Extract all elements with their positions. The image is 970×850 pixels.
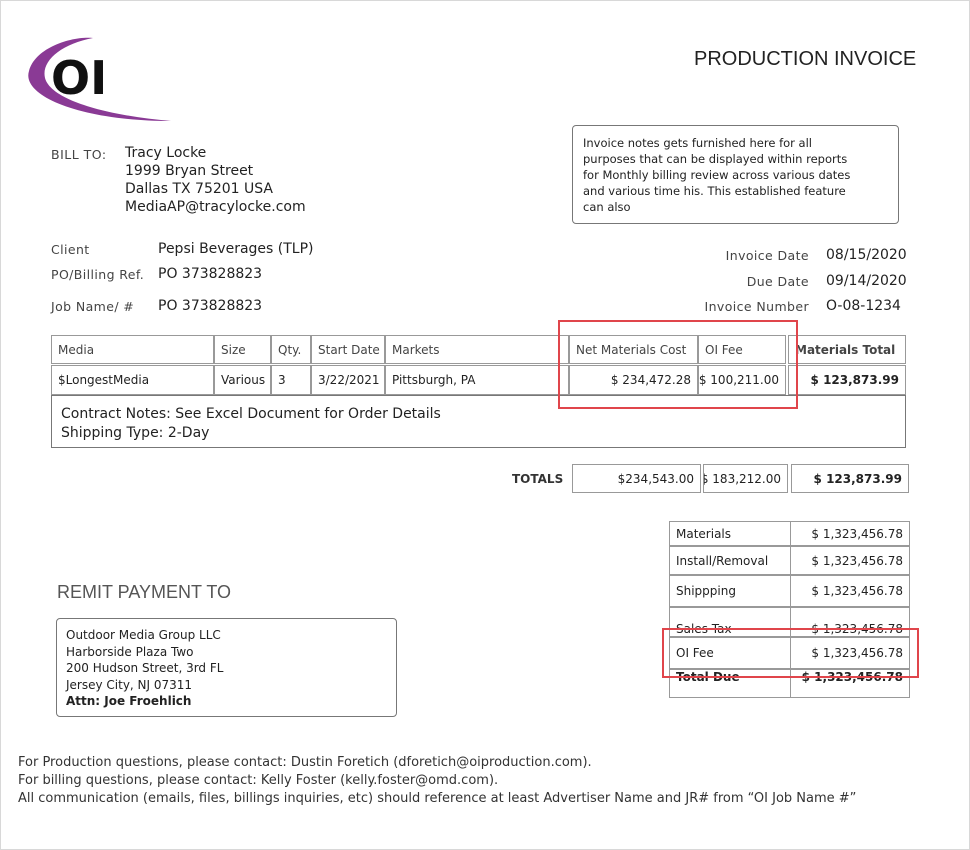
table-cell: $ 123,873.99 [788, 365, 906, 395]
table-cell: Pittsburgh, PA [385, 365, 569, 395]
logo-text: OI [51, 51, 107, 105]
column-header: OI Fee [698, 335, 786, 364]
footer: For Production questions, please contact… [18, 754, 856, 808]
column-header: Net Materials Cost [569, 335, 698, 364]
address-line: Tracy Locke [125, 145, 207, 161]
detail-label: PO/Billing Ref. [51, 267, 145, 282]
highlight-box [558, 320, 798, 409]
column-header: Materials Total [788, 335, 906, 364]
table-cell: Various [214, 365, 271, 395]
logo: OI [28, 37, 171, 122]
column-header: Start Date [311, 335, 385, 364]
summary-value: $ 1,323,456.78 [790, 521, 910, 546]
totals-label: TOTALS [512, 472, 564, 486]
date-label: Invoice Number [704, 299, 809, 314]
column-header: Markets [385, 335, 569, 364]
note-line: for Monthly billing review across variou… [583, 168, 851, 182]
remit-line: Outdoor Media Group LLC [66, 628, 221, 642]
date-value: 08/15/2020 [826, 247, 907, 263]
detail-value: PO 373828823 [158, 298, 263, 314]
remit-line: 200 Hudson Street, 3rd FL [66, 661, 224, 675]
summary-label: Shippping [669, 575, 791, 607]
summary-value: $ 1,323,456.78 [790, 575, 910, 607]
date-label: Due Date [746, 274, 809, 289]
remit-line: Jersey City, NJ 07311 [66, 677, 193, 692]
detail-value: PO 373828823 [158, 266, 263, 282]
total-value: $ 183,212.00 [703, 464, 788, 493]
total-value: $234,543.00 [572, 464, 701, 493]
remit-line: Harborside Plaza Two [66, 644, 194, 659]
detail-label: Client [51, 242, 90, 257]
table-cell: $ 100,211.00 [698, 365, 786, 395]
footer-line: For Production questions, please contact… [18, 755, 592, 770]
summary-value: $ 1,323,456.78 [790, 546, 910, 575]
summary-label: Materials [669, 521, 791, 546]
bill-to-address: Tracy Locke 1999 Bryan Street Dallas TX 75… [125, 144, 306, 216]
footer-line: All communication (emails, files, billin… [18, 791, 857, 806]
total-value: $ 123,873.99 [791, 464, 909, 493]
invoice-notes: Invoice notes gets furnished here for al… [572, 125, 899, 224]
date-label: Invoice Date [725, 248, 809, 263]
table-cell: 3/22/2021 [311, 365, 385, 395]
column-header: Qty. [271, 335, 311, 364]
date-value: 09/14/2020 [826, 273, 907, 289]
remit-address: Outdoor Media Group LLC Harborside Plaza … [56, 618, 397, 717]
summary-label: Install/Removal [669, 546, 791, 575]
table-cell: $LongestMedia [51, 365, 214, 395]
date-value: O-08-1234 [826, 298, 901, 314]
column-header: Size [214, 335, 271, 364]
note-line: Invoice notes gets furnished here for al… [583, 136, 812, 150]
footer-line: For billing questions, please contact: K… [18, 773, 499, 788]
note-line: and various time his. This established f… [583, 184, 846, 198]
remit-title: REMIT PAYMENT TO [57, 582, 232, 602]
remit-attn: Attn: Joe Froehlich [66, 694, 192, 708]
bill-to-label: BILL TO: [51, 147, 107, 162]
table-cell: $ 234,472.28 [569, 365, 698, 395]
detail-label: Job Name/ # [51, 299, 135, 314]
address-line: Dallas TX 75201 USA [125, 181, 274, 197]
summary-value: $ 1,323,456.78 [790, 637, 910, 669]
table-cell: 3 [271, 365, 311, 395]
address-line: MediaAP@tracylocke.com [125, 199, 306, 215]
detail-value: Pepsi Beverages (TLP) [158, 241, 314, 257]
contract-note: Contract Notes: See Excel Document for O… [61, 406, 441, 422]
invoice-title: PRODUCTION INVOICE [694, 48, 917, 70]
highlight-box [662, 628, 919, 678]
contract-note: Shipping Type: 2-Day [61, 425, 210, 441]
column-header: Media [51, 335, 214, 364]
address-line: 1999 Bryan Street [125, 163, 254, 179]
note-line: purposes that can be displayed within re… [583, 152, 848, 166]
note-line: can also [583, 200, 631, 214]
contract-notes: Contract Notes: See Excel Document for O… [51, 395, 906, 448]
